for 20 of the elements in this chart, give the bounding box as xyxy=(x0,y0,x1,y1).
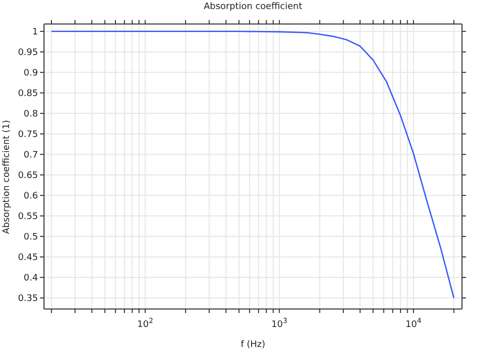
y-tick-label: 0.35 xyxy=(18,294,38,304)
x-tick-label: 10$^{3}$ xyxy=(271,317,288,330)
x-tick-label: 10$^{2}$ xyxy=(137,317,154,330)
y-tick-label: 0.7 xyxy=(24,150,38,161)
y-tick-label: 0.6 xyxy=(24,192,38,202)
x-tick-label: 10$^{4}$ xyxy=(406,317,422,330)
y-tick-label: 0.75 xyxy=(18,130,38,140)
x-axis-title: f (Hz) xyxy=(240,340,266,350)
y-tick-label: 0.5 xyxy=(24,232,38,243)
y-tick-label: 0.95 xyxy=(18,48,38,58)
y-tick-label: 0.4 xyxy=(24,274,38,284)
y-tick-label: 0.85 xyxy=(18,89,38,100)
y-tick-label: 0.9 xyxy=(24,68,38,79)
y-tick-label: 0.8 xyxy=(24,110,38,120)
y-tick-label: 1 xyxy=(32,28,38,38)
y-tick-label: 0.65 xyxy=(18,171,38,182)
y-tick-label: 0.55 xyxy=(18,212,38,222)
chart-title: Absorption coefficient xyxy=(202,2,304,12)
y-axis-title: Absorption coefficient (1) xyxy=(2,120,12,234)
y-tick-label: 0.45 xyxy=(18,253,38,264)
